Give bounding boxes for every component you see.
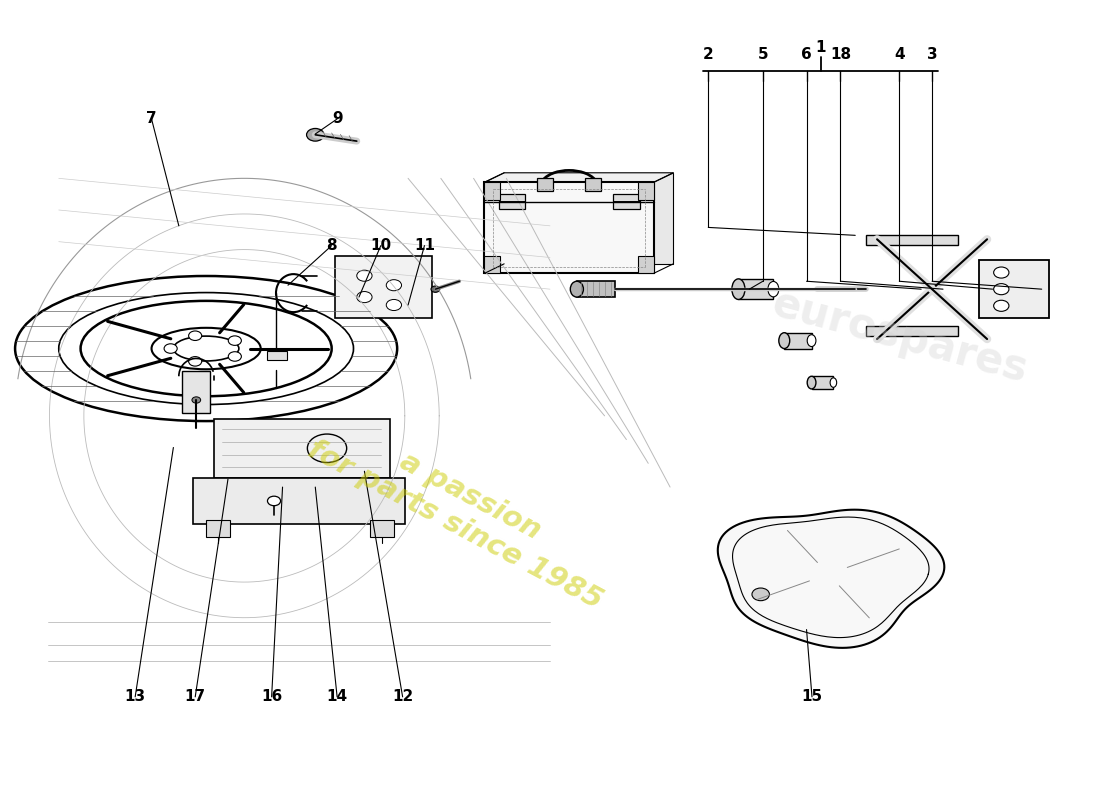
Text: 1: 1 [815, 40, 826, 55]
Bar [866, 235, 958, 245]
Text: 4: 4 [894, 46, 904, 62]
Text: eurospares: eurospares [767, 282, 1032, 391]
Circle shape [993, 267, 1009, 278]
Text: 2: 2 [703, 46, 714, 62]
Bar [206, 519, 230, 537]
Bar [638, 182, 653, 200]
Circle shape [752, 588, 769, 601]
Bar [538, 178, 552, 191]
Text: 3: 3 [927, 46, 937, 62]
Bar [484, 182, 499, 200]
Ellipse shape [768, 282, 779, 297]
Circle shape [164, 344, 177, 354]
Bar [866, 326, 958, 336]
Bar [738, 279, 773, 299]
FancyBboxPatch shape [183, 370, 210, 414]
Circle shape [188, 357, 201, 366]
Text: 16: 16 [261, 690, 283, 704]
Bar [812, 376, 834, 389]
Ellipse shape [732, 279, 745, 299]
Bar [370, 519, 394, 537]
Circle shape [386, 299, 402, 310]
Text: 14: 14 [327, 690, 348, 704]
Circle shape [356, 291, 372, 302]
Text: 7: 7 [146, 111, 157, 126]
Polygon shape [484, 173, 673, 182]
Text: 5: 5 [758, 46, 768, 62]
Bar [484, 256, 499, 274]
Bar [585, 178, 601, 191]
Text: 13: 13 [124, 690, 145, 704]
Circle shape [229, 352, 241, 362]
Bar [614, 194, 639, 209]
Circle shape [356, 270, 372, 282]
Bar [576, 282, 615, 297]
FancyBboxPatch shape [192, 478, 405, 524]
FancyBboxPatch shape [334, 256, 432, 318]
Text: 17: 17 [185, 690, 206, 704]
Text: 10: 10 [371, 238, 392, 253]
Text: 9: 9 [332, 111, 342, 126]
Polygon shape [718, 510, 944, 648]
FancyBboxPatch shape [213, 419, 389, 478]
Circle shape [229, 336, 241, 346]
Text: 18: 18 [829, 46, 851, 62]
Bar [498, 194, 525, 209]
Text: 15: 15 [802, 690, 823, 704]
Circle shape [993, 300, 1009, 311]
Circle shape [307, 129, 324, 141]
Text: 6: 6 [801, 46, 812, 62]
Bar [267, 351, 287, 361]
Ellipse shape [830, 378, 837, 387]
Circle shape [188, 331, 201, 341]
Text: 11: 11 [414, 238, 435, 253]
Circle shape [431, 286, 440, 292]
FancyBboxPatch shape [484, 182, 653, 274]
Text: 12: 12 [392, 690, 414, 704]
FancyBboxPatch shape [979, 260, 1049, 318]
Text: a passion
for parts since 1985: a passion for parts since 1985 [302, 406, 623, 615]
Bar [638, 256, 653, 274]
Ellipse shape [807, 334, 816, 346]
Ellipse shape [807, 376, 816, 389]
Circle shape [191, 397, 200, 403]
Bar [784, 333, 812, 349]
Circle shape [993, 284, 1009, 294]
Ellipse shape [570, 282, 583, 297]
Ellipse shape [779, 333, 790, 349]
FancyBboxPatch shape [504, 173, 673, 264]
Circle shape [267, 496, 280, 506]
Circle shape [386, 280, 402, 290]
Text: 8: 8 [327, 238, 337, 253]
